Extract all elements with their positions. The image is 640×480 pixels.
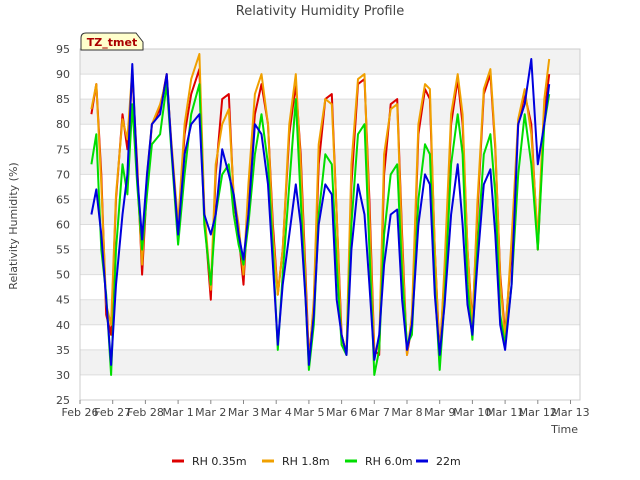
station-label-text: TZ_tmet [87, 36, 137, 49]
x-tick-label: Mar 10 [453, 406, 491, 419]
legend-label: RH 6.0m [365, 455, 413, 468]
x-tick-label: Mar 1 [162, 406, 193, 419]
station-label: TZ_tmet [80, 32, 144, 51]
y-tick-label: 50 [56, 269, 70, 282]
x-tick-label: Mar 13 [551, 406, 589, 419]
legend-label: RH 1.8m [282, 455, 330, 468]
legend-label: 22m [436, 455, 461, 468]
plot-band [80, 199, 580, 225]
y-tick-label: 55 [56, 244, 70, 257]
y-tick-label: 30 [56, 369, 70, 382]
x-tick-label: Feb 28 [127, 406, 164, 419]
x-tick-label: Feb 27 [94, 406, 131, 419]
y-tick-label: 65 [56, 193, 70, 206]
y-tick-label: 95 [56, 43, 70, 56]
legend-label: RH 0.35m [192, 455, 247, 468]
x-tick-label: Mar 9 [424, 406, 455, 419]
plot-border [79, 48, 581, 401]
x-tick-label: Mar 2 [195, 406, 226, 419]
y-tick-label: 60 [56, 219, 70, 232]
y-tick-label: 35 [56, 344, 70, 357]
plot-band [80, 249, 580, 275]
y-tick-label: 40 [56, 319, 70, 332]
x-tick-label: Mar 7 [359, 406, 390, 419]
series-line-rh-6-0m [90, 83, 551, 376]
y-axis-label: Relativity Humidity (%) [7, 162, 20, 289]
x-tick-label: Mar 12 [519, 406, 557, 419]
x-tick-label: Mar 5 [293, 406, 324, 419]
plot-band [80, 349, 580, 375]
plot-band [80, 299, 580, 325]
y-tick-label: 45 [56, 294, 70, 307]
y-tick-label: 75 [56, 143, 70, 156]
x-tick-label: Mar 3 [228, 406, 259, 419]
y-tick-label: 90 [56, 68, 70, 81]
plot-band [80, 49, 580, 75]
y-tick-label: 25 [56, 394, 70, 407]
series-line-22m [90, 58, 551, 366]
x-axis-label: Time [550, 423, 578, 436]
series-lines [90, 53, 551, 376]
y-tick-label: 80 [56, 118, 70, 131]
y-tick-label: 85 [56, 93, 70, 106]
y-axis: 25 30 35 40 45 50 55 60 65 70 75 80 85 90 95 [56, 43, 70, 407]
x-tick-label: Mar 11 [486, 406, 524, 419]
x-tick-label: Feb 26 [62, 406, 99, 419]
x-tick-label: Mar 6 [326, 406, 357, 419]
x-tick-label: Mar 4 [261, 406, 292, 419]
chart-title: Relativity Humidity Profile [236, 4, 404, 19]
x-tick-label: Mar 8 [391, 406, 422, 419]
legend: RH 0.35m RH 1.8m RH 6.0m 22m [172, 455, 461, 468]
y-tick-label: 70 [56, 168, 70, 181]
